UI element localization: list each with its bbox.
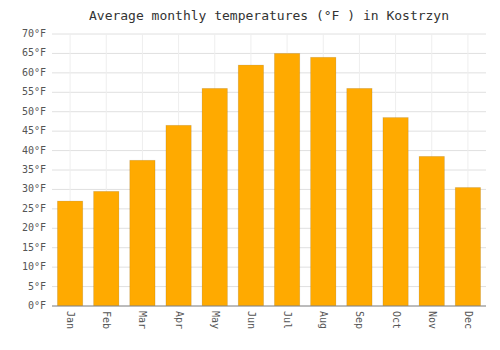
bar	[311, 57, 336, 306]
y-tick-label: 35°F	[22, 164, 46, 175]
bars	[57, 53, 480, 306]
chart-container: 0°F 5°F 10°F 15°F 20°F 25°F 30°F 35°F 40°F 45°F 50…	[0, 0, 500, 350]
x-tick-label: Mar	[137, 311, 148, 329]
grid-line	[52, 111, 486, 112]
y-tick-label: 50°F	[22, 106, 46, 117]
bar	[455, 187, 480, 306]
bar	[419, 156, 444, 306]
grid-line	[52, 306, 486, 307]
background	[0, 0, 500, 350]
y-tick-label: 55°F	[22, 86, 46, 97]
y-tick-label: 5°F	[28, 281, 46, 292]
x-tick-label: May	[210, 311, 221, 329]
bar	[383, 118, 408, 306]
bar	[57, 201, 82, 306]
grid	[52, 34, 486, 306]
x-tick-label: Aug	[318, 311, 329, 329]
chart: 0°F 5°F 10°F 15°F 20°F 25°F 30°F 35°F 40°F 45°F 50…	[0, 0, 500, 350]
x-tick-label: Feb	[101, 311, 112, 329]
x-tick-label: Jul	[282, 311, 293, 329]
bar	[94, 191, 119, 306]
bar	[130, 160, 155, 306]
grid-line	[52, 131, 486, 132]
x-tick-label: Apr	[174, 311, 185, 329]
grid-line	[52, 53, 486, 54]
grid-line	[52, 92, 486, 93]
y-tick-label: 60°F	[22, 67, 46, 78]
y-tick-label: 30°F	[22, 183, 46, 194]
grid-line	[52, 150, 486, 151]
title: Average monthly temperatures (°F ) in Ko…	[89, 8, 449, 23]
bar	[166, 125, 191, 306]
bar	[238, 65, 263, 306]
bar	[274, 53, 299, 306]
x-tick-label: Jan	[65, 311, 76, 329]
x-tick-label: Jun	[246, 311, 257, 329]
grid-line	[52, 72, 486, 73]
x-tick-label: Sep	[354, 311, 365, 329]
grid-line	[52, 34, 486, 35]
x-tick-label: Nov	[427, 311, 438, 329]
x-axis-line	[52, 306, 486, 307]
y-tick-label: 45°F	[22, 125, 46, 136]
bar	[347, 88, 372, 306]
y-tick-label: 0°F	[28, 300, 46, 311]
y-tick-label: 20°F	[22, 222, 46, 233]
y-tick-label: 10°F	[22, 261, 46, 272]
y-tick-label: 15°F	[22, 242, 46, 253]
y-tick-label: 25°F	[22, 203, 46, 214]
y-tick-label: 70°F	[22, 28, 46, 39]
x-tick-label: Dec	[463, 311, 474, 329]
y-tick-label: 65°F	[22, 47, 46, 58]
y-tick-labels: 0°F 5°F 10°F 15°F 20°F 25°F 30°F 35°F 40°F 45°F 50…	[22, 28, 46, 311]
bar	[202, 88, 227, 306]
x-tick-label: Oct	[391, 311, 402, 329]
y-tick-label: 40°F	[22, 145, 46, 156]
x-tick-labels: Jan Feb Mar Apr May Jun Jul Aug Sep Oct Nov Dec	[65, 311, 474, 329]
